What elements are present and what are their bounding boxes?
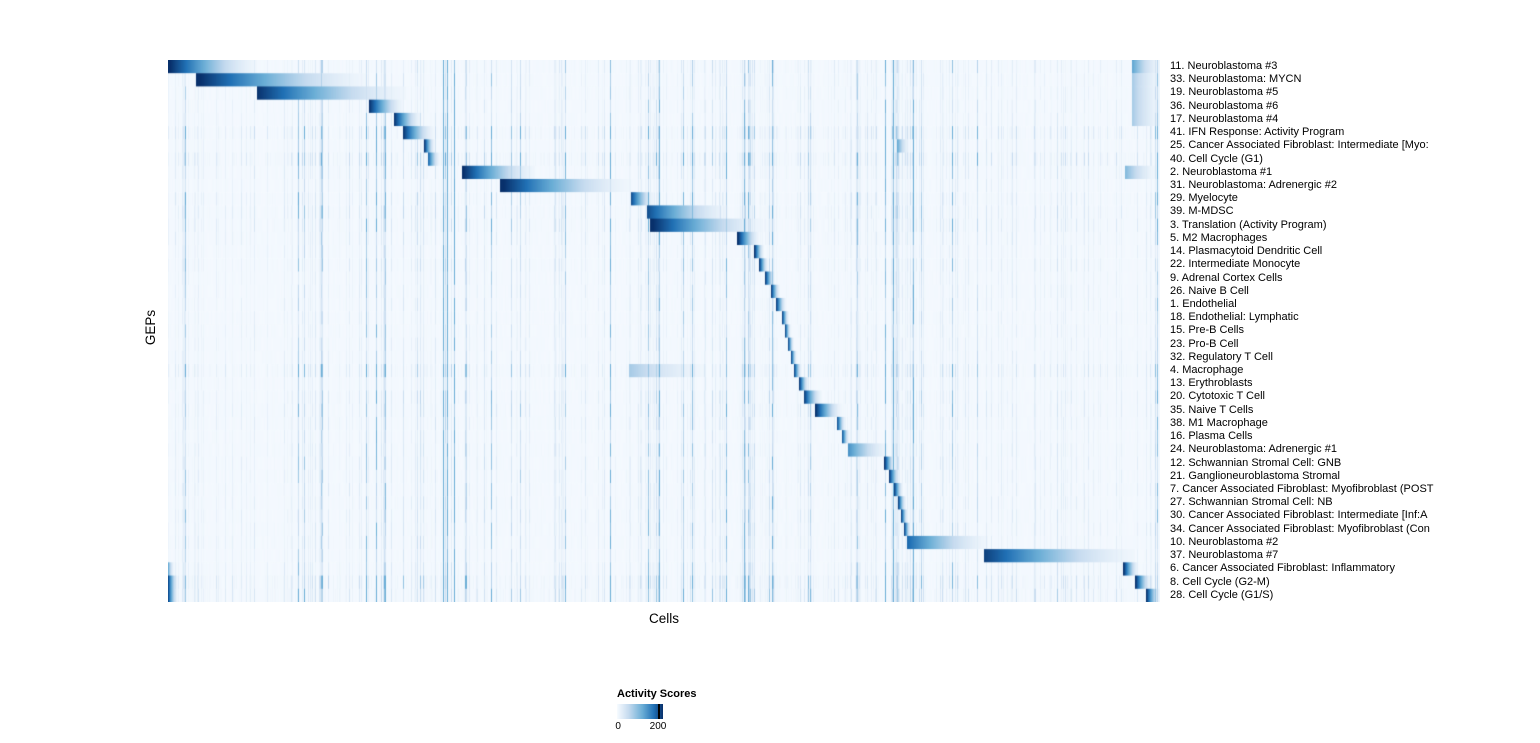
row-label: 25. Cancer Associated Fibroblast: Interm… <box>1170 139 1429 152</box>
heatmap-canvas <box>168 60 1160 602</box>
row-label: 7. Cancer Associated Fibroblast: Myofibr… <box>1170 483 1434 496</box>
row-label: 40. Cell Cycle (G1) <box>1170 152 1263 165</box>
gep-row-labels: 11. Neuroblastoma #3 33. Neuroblastoma: M… <box>1170 60 1540 602</box>
row-label: 34. Cancer Associated Fibroblast: Myofib… <box>1170 522 1430 535</box>
row-label: 23. Pro-B Cell <box>1170 337 1239 350</box>
row-label: 13. Erythroblasts <box>1170 377 1253 390</box>
row-label: 33. Neuroblastoma: MYCN <box>1170 73 1302 86</box>
row-label: 36. Neuroblastoma #6 <box>1170 99 1279 112</box>
row-label: 10. Neuroblastoma #2 <box>1170 535 1279 548</box>
row-label: 41. IFN Response: Activity Program <box>1170 126 1345 139</box>
row-label: 37. Neuroblastoma #7 <box>1170 549 1279 562</box>
row-label: 17. Neuroblastoma #4 <box>1170 112 1279 125</box>
row-label: 15. Pre-B Cells <box>1170 324 1244 337</box>
colorbar-max-marker <box>658 704 660 719</box>
row-label: 35. Naive T Cells <box>1170 403 1254 416</box>
row-label: 18. Endothelial: Lymphatic <box>1170 311 1299 324</box>
row-label: 11. Neuroblastoma #3 <box>1170 60 1278 72</box>
row-label: 26. Naive B Cell <box>1170 284 1249 297</box>
colorbar-gradient <box>617 704 663 719</box>
colorbar-tick-max: 200 <box>649 721 667 732</box>
row-label: 28. Cell Cycle (G1/S) <box>1170 588 1274 601</box>
row-label: 4. Macrophage <box>1170 364 1244 377</box>
row-label: 30. Cancer Associated Fibroblast: Interm… <box>1170 509 1428 522</box>
row-label: 12. Schwannian Stromal Cell: GNB <box>1170 456 1342 469</box>
row-label: 14. Plasmacytoid Dendritic Cell <box>1170 245 1323 258</box>
row-label: 38. M1 Macrophage <box>1170 416 1268 429</box>
row-label: 20. Cytotoxic T Cell <box>1170 390 1265 403</box>
colorbar-legend: Activity Scores 0 200 <box>615 688 737 733</box>
row-label: 27. Schwannian Stromal Cell: NB <box>1170 496 1333 509</box>
row-label: 39. M-MDSC <box>1170 205 1234 218</box>
row-label: 9. Adrenal Cortex Cells <box>1170 271 1283 284</box>
row-label: 29. Myelocyte <box>1170 192 1238 205</box>
row-label: 24. Neuroblastoma: Adrenergic #1 <box>1170 443 1337 456</box>
row-label: 3. Translation (Activity Program) <box>1170 218 1327 231</box>
row-label: 21. Ganglioneuroblastoma Stromal <box>1170 469 1340 482</box>
colorbar-tick-min: 0 <box>615 721 621 732</box>
row-label: 32. Regulatory T Cell <box>1170 350 1273 363</box>
row-label: 16. Plasma Cells <box>1170 430 1253 443</box>
row-label: 31. Neuroblastoma: Adrenergic #2 <box>1170 178 1337 191</box>
y-axis-label: GEPs <box>143 309 159 346</box>
x-axis-label: Cells <box>648 611 679 626</box>
row-label: 22. Intermediate Monocyte <box>1170 258 1301 271</box>
colorbar-ticks: 0 200 <box>615 721 737 733</box>
row-label: 1. Endothelial <box>1170 297 1237 310</box>
row-label: 8. Cell Cycle (G2-M) <box>1170 575 1270 588</box>
row-label: 19. Neuroblastoma #5 <box>1170 86 1279 99</box>
row-label: 6. Cancer Associated Fibroblast: Inflamm… <box>1170 562 1395 575</box>
colorbar-title: Activity Scores <box>617 688 697 700</box>
row-label: 2. Neuroblastoma #1 <box>1170 165 1273 178</box>
row-label: 5. M2 Macrophages <box>1170 231 1268 244</box>
